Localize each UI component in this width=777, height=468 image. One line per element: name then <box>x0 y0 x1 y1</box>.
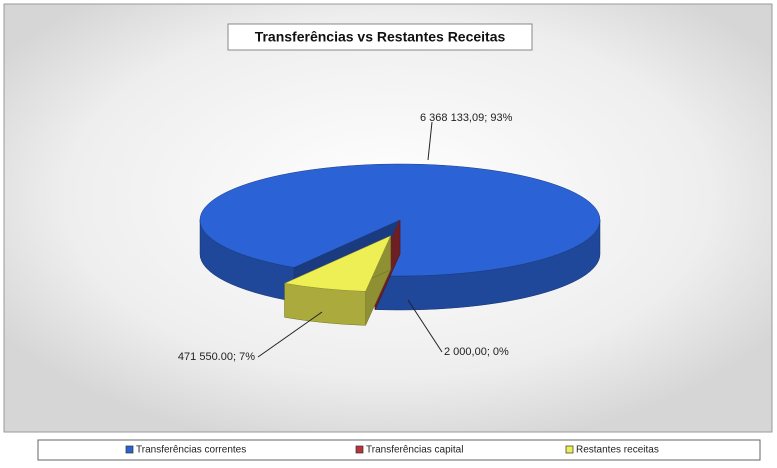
chart-title: Transferências vs Restantes Receitas <box>255 29 506 45</box>
legend-label: Restantes receitas <box>576 445 659 456</box>
legend-label: Transferências capital <box>366 445 463 456</box>
legend-label: Transferências correntes <box>136 445 246 456</box>
data-label: 2 000,00; 0% <box>444 346 509 358</box>
legend-swatch <box>126 446 133 453</box>
data-label: 6 368 133,09; 93% <box>420 112 513 124</box>
data-label: 471 550.00; 7% <box>178 351 255 363</box>
legend-swatch <box>566 446 573 453</box>
legend-swatch <box>356 446 363 453</box>
